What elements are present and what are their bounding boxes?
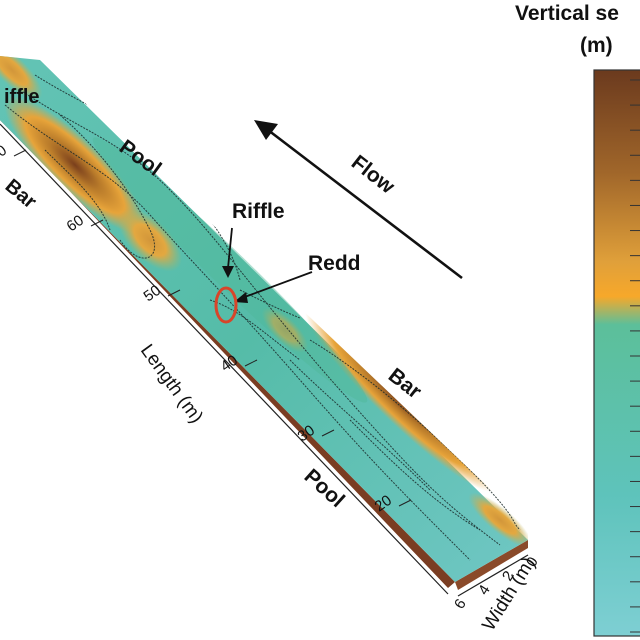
colorbar-gradient [593, 69, 640, 637]
length-tick-label: 60 [64, 212, 87, 235]
colorbar-title-line2: (m) [580, 34, 613, 57]
bar-riffle-right [261, 307, 309, 353]
length-axis-label: Length (m) [136, 341, 207, 428]
length-tick-mark [321, 429, 335, 437]
redd-pointer [234, 271, 313, 303]
label-flow: Flow [347, 151, 399, 199]
riffle-pointer [222, 227, 234, 278]
length-axis-ticks: 70 60 50 40 30 20 [0, 142, 412, 515]
flow-arrow [254, 120, 463, 280]
label-redd: Redd [308, 252, 361, 275]
length-tick-label: 70 [0, 142, 10, 165]
length-tick-mark [167, 289, 181, 297]
length-tick-label: 30 [295, 422, 318, 445]
length-tick-mark [90, 219, 104, 227]
colorbar-ticks [630, 79, 640, 633]
length-tick-label: 20 [372, 492, 395, 515]
length-tick-label: 50 [141, 282, 164, 305]
length-axis-line [0, 123, 449, 595]
channel-side-face [0, 118, 455, 588]
channel-surface [0, 55, 528, 590]
label-riffle-top: iffle [4, 86, 40, 108]
width-axis-line [457, 554, 529, 597]
colorbar: Vertical se (m) [515, 2, 640, 637]
bar-top-corner [0, 55, 43, 100]
width-tick-label: 6 [451, 596, 470, 612]
colorbar-title-line1: Vertical se [515, 2, 619, 25]
redd-marker [214, 286, 238, 324]
length-tick-label: 40 [218, 352, 241, 375]
channel-end-face [455, 540, 528, 590]
length-tick-mark [13, 149, 27, 157]
bar-left-mid [118, 208, 182, 272]
length-tick-mark [244, 359, 258, 367]
label-bar-left: Bar [1, 175, 41, 213]
bar-right-lower [468, 492, 528, 548]
length-tick-mark [398, 499, 412, 507]
width-tick-label: 4 [475, 582, 494, 598]
label-riffle: Riffle [232, 200, 285, 223]
